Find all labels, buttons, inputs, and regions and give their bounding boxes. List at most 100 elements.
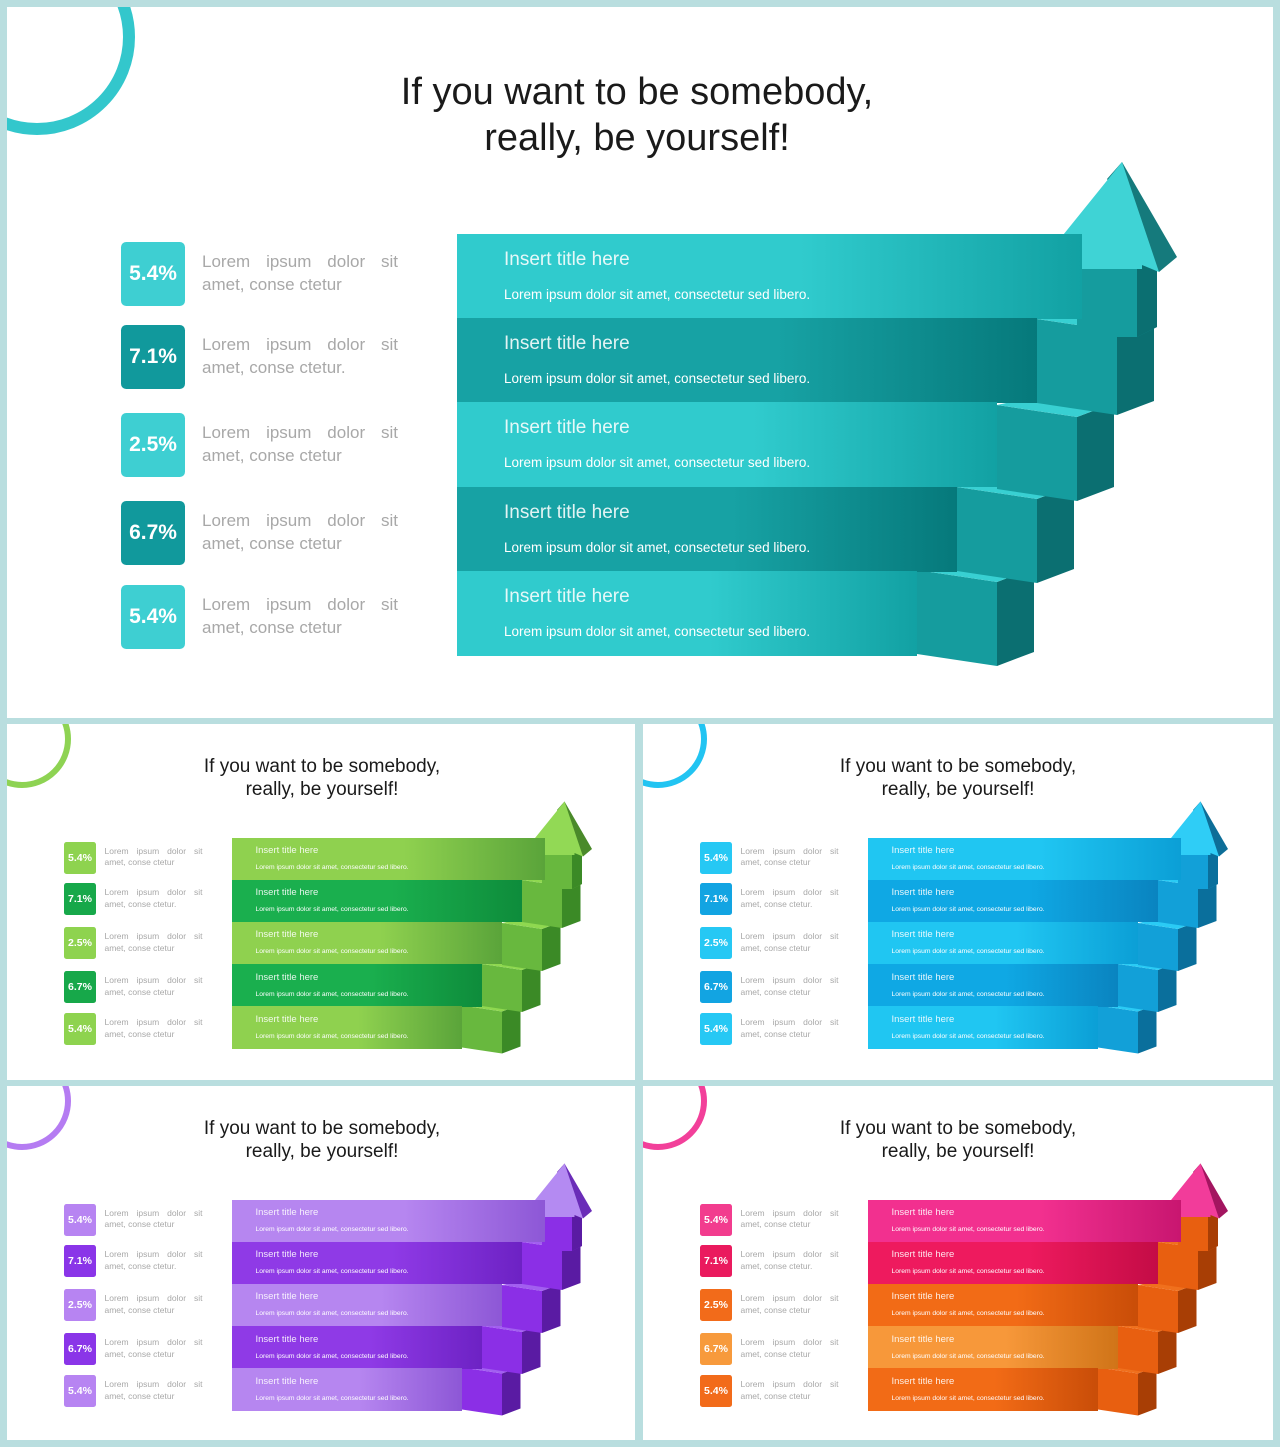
description-line-1: Lorem ipsum dolor sit [104,1337,203,1347]
stair-step-front [1138,1285,1178,1333]
description-line-1: Lorem ipsum dolor sit [202,595,398,614]
step-band: Insert title here Lorem ipsum dolor sit a… [457,571,917,656]
description-line-1: Lorem ipsum dolor sit [202,252,398,271]
stair-step-side [1198,1241,1217,1290]
item-description: Lorem ipsum dolor sit amet, conse ctetur. [741,887,839,910]
band-text: Lorem ipsum dolor sit amet, consectetur … [504,455,811,470]
description-line-2: amet, conse ctetur [202,618,342,638]
description-line-1: Lorem ipsum dolor sit [740,931,839,941]
item-description: Lorem ipsum dolor sit amet, conse ctetur [741,1017,839,1040]
item-description: Lorem ipsum dolor sit amet, conse ctetur [741,1337,839,1360]
band-text: Lorem ipsum dolor sit amet, consectetur … [504,371,811,386]
band-text: Lorem ipsum dolor sit amet, consectetur … [255,1394,409,1402]
description-line-2: amet, conse ctetur [104,857,175,868]
step-band: Insert title here Lorem ipsum dolor sit a… [232,879,522,922]
band-text: Lorem ipsum dolor sit amet, consectetur … [891,906,1045,913]
description-line-2: amet, conse ctetur [202,446,342,466]
band-text: Lorem ipsum dolor sit amet, consectetur … [504,287,811,302]
percent-badge: 7.1% [64,883,96,915]
stair-step-front [1118,964,1158,1012]
step-band: Insert title here Lorem ipsum dolor sit a… [868,879,1158,922]
description-line-2: amet, conse ctetur [740,1219,811,1230]
percent-badge: 2.5% [121,413,185,477]
band-text: Lorem ipsum dolor sit amet, consectetur … [504,624,811,639]
staircase-arrow-graphic [462,801,592,1054]
arrow-shaft-side [1137,252,1157,337]
slide-pink-variant[interactable]: If you want to be somebody, really, be yo… [643,1086,1273,1440]
percent-badge: 7.1% [700,1245,732,1277]
band-title: Insert title here [891,971,955,983]
stair-step-front [917,570,997,666]
step-band: Insert title here Lorem ipsum dolor sit a… [868,921,1138,964]
slide-blue-variant[interactable]: If you want to be somebody, really, be yo… [643,724,1273,1080]
description-line-2: amet, conse ctetur [740,942,811,953]
stair-step-front [482,1326,522,1374]
stair-step-front [482,964,522,1012]
description-line-2: amet, conse ctetur [740,986,811,997]
description-line-2: amet, conse ctetur [104,942,175,953]
band-title: Insert title here [255,1291,319,1302]
stair-step-side [1138,1004,1157,1054]
stair-step-front [1138,923,1178,971]
item-description: Lorem ipsum dolor sit amet, conse ctetur. [741,1249,839,1272]
slide-title: If you want to be somebody, really, be yo… [7,755,635,801]
description-line-1: Lorem ipsum dolor sit [740,1017,839,1027]
step-band: Insert title here Lorem ipsum dolor sit a… [868,1241,1158,1284]
percent-badge: 6.7% [700,971,732,1003]
stair-step-side [522,963,541,1012]
slide-green-variant[interactable]: If you want to be somebody, really, be yo… [7,724,635,1080]
stair-step-front [957,487,1037,583]
stair-step-side [562,879,581,928]
band-title: Insert title here [255,929,319,940]
percent-badge: 2.5% [700,927,732,959]
description-line-2: amet, conse ctetur [104,1028,175,1039]
stair-step-side [542,922,561,971]
description-line-2: amet, conse ctetur [104,986,175,997]
item-description: Lorem ipsum dolor sit amet, conse ctetur [105,1379,203,1402]
description-line-2: amet, conse ctetur. [202,358,346,378]
stair-step-front [502,1285,542,1333]
step-band: Insert title here Lorem ipsum dolor sit a… [232,1006,462,1049]
stair-step-side [1158,1325,1177,1374]
step-band: Insert title here Lorem ipsum dolor sit a… [868,1283,1138,1326]
description-line-1: Lorem ipsum dolor sit [740,1207,839,1218]
item-description: Lorem ipsum dolor sit amet, conse ctetur [741,931,839,954]
slide-title: If you want to be somebody, really, be yo… [7,1117,635,1163]
item-description: Lorem ipsum dolor sit amet, conse ctetur [741,1379,839,1402]
percent-badge: 5.4% [700,1203,732,1236]
slide-purple-variant[interactable]: If you want to be somebody, really, be yo… [7,1086,635,1440]
description-line-2: amet, conse ctetur [104,1304,175,1315]
stair-step-side [1178,1284,1197,1333]
band-text: Lorem ipsum dolor sit amet, consectetur … [891,990,1045,998]
step-band: Insert title here Lorem ipsum dolor sit a… [232,1241,522,1284]
stair-step-front [1158,880,1198,928]
item-description: Lorem ipsum dolor sit amet, conse ctetur [741,846,839,869]
slide-title: If you want to be somebody, really, be yo… [643,755,1273,801]
step-band: Insert title here Lorem ipsum dolor sit a… [232,1283,502,1326]
arrow-shaft-side [572,1208,582,1251]
band-title: Insert title here [255,887,319,898]
slide-main-teal[interactable]: If you want to be somebody, really, be yo… [7,7,1273,718]
step-band: Insert title here Lorem ipsum dolor sit a… [232,1368,462,1411]
stair-step-side [997,568,1034,666]
band-title: Insert title here [255,1249,319,1260]
stair-step-side [1117,317,1154,415]
description-line-1: Lorem ipsum dolor sit [104,1207,203,1218]
item-description: Lorem ipsum dolor sit amet, conse ctetur [105,1208,203,1231]
step-band: Insert title here Lorem ipsum dolor sit a… [457,402,997,487]
step-band: Insert title here Lorem ipsum dolor sit a… [232,1326,482,1369]
band-text: Lorem ipsum dolor sit amet, consectetur … [255,1352,409,1360]
description-line-1: Lorem ipsum dolor sit [104,931,203,941]
band-title: Insert title here [504,417,630,438]
item-description: Lorem ipsum dolor sit amet, conse ctetur [105,846,203,869]
arrow-shaft-side [572,846,582,889]
band-title: Insert title here [891,887,955,898]
step-band: Insert title here Lorem ipsum dolor sit a… [457,234,1082,319]
band-title: Insert title here [504,249,630,270]
title-line-2: really, be yourself! [484,117,790,160]
percent-badge: 5.4% [700,1375,732,1407]
band-title: Insert title here [504,502,630,523]
step-band: Insert title here Lorem ipsum dolor sit a… [868,1199,1181,1242]
step-band: Insert title here Lorem ipsum dolor sit a… [457,318,1037,403]
item-description: Lorem ipsum dolor sit amet, conse ctetur [105,975,203,998]
